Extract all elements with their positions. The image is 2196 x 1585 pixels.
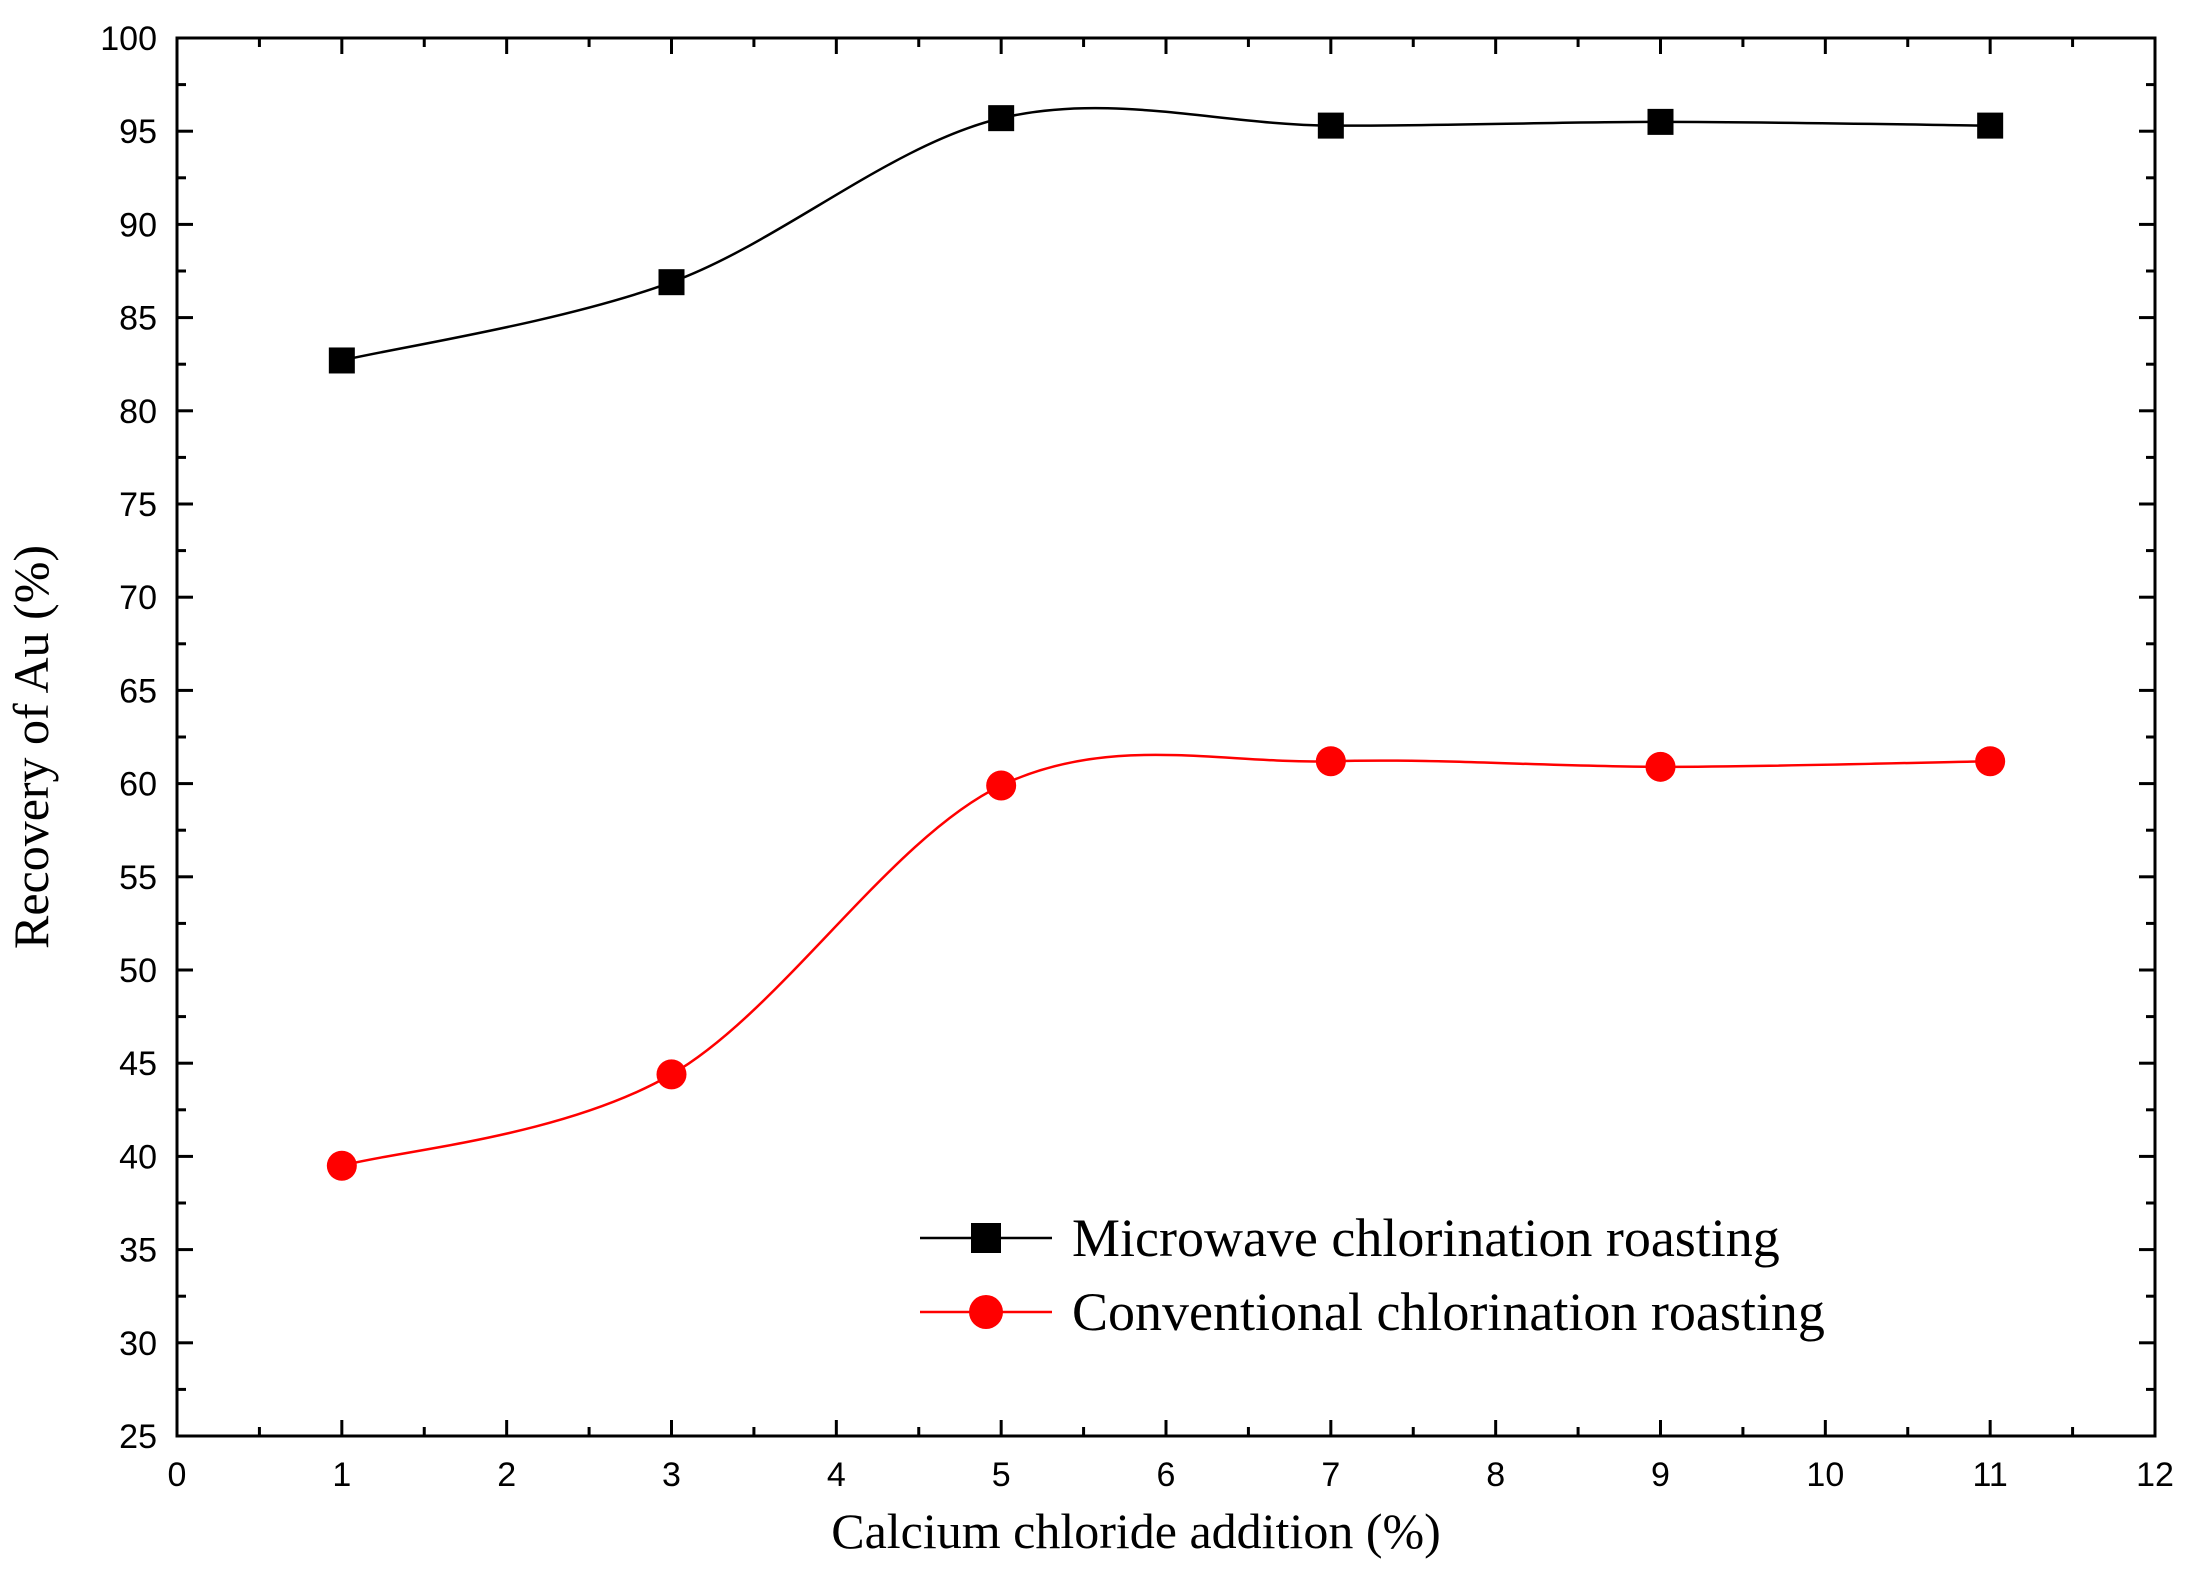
- x-tick-label: 6: [1157, 1456, 1176, 1494]
- data-point: [658, 269, 685, 296]
- x-tick-label: 2: [497, 1456, 516, 1494]
- data-point: [1977, 112, 2004, 139]
- y-tick-label: 30: [119, 1325, 157, 1363]
- series-line: [341, 753, 1991, 1167]
- y-tick-label: 35: [119, 1232, 157, 1270]
- data-point: [326, 1150, 357, 1181]
- y-tick-label: 80: [119, 393, 157, 431]
- x-axis: 0 1 2 3 4 5 6 7 8 9 10 11 12: [168, 38, 2174, 1494]
- data-point: [1645, 751, 1676, 782]
- y-tick-label: 25: [119, 1418, 157, 1456]
- legend: Microwave chlorination roasting Conventi…: [920, 1208, 1825, 1342]
- x-tick-label: 3: [662, 1456, 681, 1494]
- data-point: [328, 347, 355, 374]
- y-axis-title: Recovery of Au (%): [3, 545, 59, 949]
- legend-label-microwave: Microwave chlorination roasting: [1072, 1208, 1780, 1268]
- x-tick-label: 7: [1321, 1456, 1340, 1494]
- x-tick-label: 10: [1806, 1456, 1844, 1494]
- x-axis-title: Calcium chloride addition (%): [831, 1503, 1441, 1559]
- y-tick-label: 100: [100, 20, 157, 58]
- y-tick-label: 40: [119, 1138, 157, 1176]
- y-tick-label: 85: [119, 300, 157, 338]
- data-point: [656, 1059, 687, 1090]
- y-tick-label: 55: [119, 859, 157, 897]
- data-point: [988, 105, 1015, 132]
- x-tick-label: 4: [827, 1456, 846, 1494]
- y-tick-label: 75: [119, 486, 157, 524]
- y-tick-label: 45: [119, 1045, 157, 1083]
- y-tick-label: 70: [119, 579, 157, 617]
- y-tick-label: 90: [119, 206, 157, 244]
- y-tick-label: 65: [119, 672, 157, 710]
- x-tick-label: 1: [332, 1456, 351, 1494]
- legend-label-conventional: Conventional chlorination roasting: [1072, 1282, 1825, 1342]
- data-point: [1315, 746, 1346, 777]
- y-tick-label: 60: [119, 766, 157, 804]
- x-tick-label: 8: [1486, 1456, 1505, 1494]
- x-tick-label: 12: [2136, 1456, 2174, 1494]
- legend-marker-conventional: [969, 1295, 1003, 1329]
- x-tick-label: 0: [168, 1456, 187, 1494]
- x-tick-label: 11: [1973, 1456, 2008, 1494]
- y-axis: 25 30 35 40 45 50 55 60 65 70 75 80 85 90 95 100: [100, 20, 2155, 1456]
- y-tick-label: 50: [119, 952, 157, 990]
- x-tick-label: 5: [992, 1456, 1011, 1494]
- data-point: [986, 770, 1017, 801]
- data-point: [1647, 108, 1674, 135]
- series-layer: [326, 105, 2006, 1181]
- series-line: [341, 106, 1991, 362]
- x-tick-label: 9: [1651, 1456, 1670, 1494]
- y-tick-label: 95: [119, 113, 157, 151]
- legend-marker-microwave: [971, 1223, 1001, 1253]
- data-point: [1975, 746, 2006, 777]
- data-point: [1317, 112, 1344, 139]
